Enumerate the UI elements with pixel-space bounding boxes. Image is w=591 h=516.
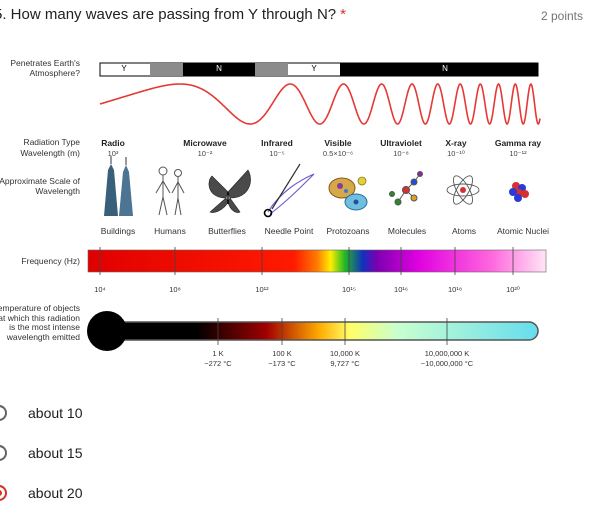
radiation-name: Infrared bbox=[261, 138, 293, 148]
scale-object-label: Molecules bbox=[387, 226, 427, 236]
radiation-wavelength: 10³ bbox=[107, 149, 119, 158]
temperature-tick: 1 K −272 °C bbox=[183, 349, 253, 369]
temperature-kelvin: 1 K bbox=[212, 349, 224, 358]
temperature-kelvin: 10,000 K bbox=[329, 349, 361, 358]
penetrates-seg-1: Y bbox=[121, 64, 127, 73]
option-about-15[interactable]: about 15 bbox=[0, 439, 200, 467]
temperature-tick: 10,000,000 K ~10,000,000 °C bbox=[412, 349, 482, 369]
radiation-wavelength: 10⁻¹² bbox=[509, 149, 527, 158]
scale-object-label: Atoms bbox=[451, 226, 477, 236]
frequency-label: Frequency (Hz) bbox=[21, 256, 80, 266]
protozoans-icon bbox=[328, 176, 368, 211]
scale-object-label: Atomic Nuclei bbox=[497, 226, 549, 236]
radiation-name: Gamma ray bbox=[494, 138, 542, 148]
temperature-celsius: ~10,000,000 °C bbox=[420, 359, 474, 368]
penetration-bar bbox=[99, 62, 539, 77]
buildings-icon bbox=[104, 156, 133, 216]
scale-label: Approximate Scale of Wavelength bbox=[0, 176, 80, 196]
radiation-wavelength: 10⁻¹⁰ bbox=[447, 149, 465, 158]
radiation-wavelength: 10⁻⁸ bbox=[393, 149, 409, 158]
option-about-20[interactable]: about 20 bbox=[0, 479, 200, 507]
option-label: about 20 bbox=[28, 485, 83, 501]
spectrum-graphic bbox=[87, 62, 547, 351]
radiation-name: Visible bbox=[324, 138, 352, 148]
atomic-nucleus-icon bbox=[509, 182, 529, 202]
temperature-kelvin: 100 K bbox=[272, 349, 292, 358]
frequency-tick: 10¹⁵ bbox=[342, 285, 356, 294]
frequency-tick: 10¹⁸ bbox=[447, 285, 462, 294]
radio-button-selected[interactable] bbox=[0, 485, 7, 501]
wavelength-label: Wavelength (m) bbox=[20, 148, 80, 158]
points-label: 2 points bbox=[540, 9, 583, 23]
option-label: about 10 bbox=[28, 405, 83, 421]
radiation-wavelength: 0.5×10⁻⁶ bbox=[322, 149, 354, 158]
question-text: 5. How many waves are passing from Y thr… bbox=[0, 6, 337, 23]
penetrates-seg-3: Y bbox=[311, 64, 317, 73]
temperature-kelvin: 10,000,000 K bbox=[424, 349, 470, 358]
option-about-10[interactable]: about 10 bbox=[0, 399, 200, 427]
humans-icon bbox=[155, 166, 185, 216]
temperature-celsius: 9,727 °C bbox=[330, 359, 360, 368]
molecules-icon bbox=[389, 171, 423, 206]
radiation-name: Radio bbox=[101, 138, 125, 148]
question-header: 5. How many waves are passing from Y thr… bbox=[0, 0, 591, 34]
scale-object-label: Buildings bbox=[100, 226, 136, 236]
penetrates-seg-4: N bbox=[442, 64, 448, 73]
radiation-name: X-ray bbox=[445, 138, 467, 148]
radiation-wavelength: 10⁻² bbox=[197, 149, 213, 158]
temperature-celsius: −173 °C bbox=[268, 359, 296, 368]
required-mark: * bbox=[340, 6, 346, 23]
temperature-bar bbox=[87, 311, 539, 351]
frequency-tick: 10²⁰ bbox=[506, 285, 520, 294]
radiation-name: Microwave bbox=[183, 138, 227, 148]
frequency-tick: 10⁴ bbox=[94, 285, 106, 294]
wave-line bbox=[99, 83, 541, 125]
penetrates-label: Penetrates Earth's Atmosphere? bbox=[10, 58, 80, 78]
penetrates-seg-2: N bbox=[216, 64, 222, 73]
temperature-celsius: −272 °C bbox=[204, 359, 232, 368]
temperature-tick: 100 K −173 °C bbox=[247, 349, 317, 369]
atom-icon bbox=[446, 175, 480, 205]
radiation-name: Ultraviolet bbox=[380, 138, 422, 148]
scale-object-label: Protozoans bbox=[326, 226, 370, 236]
radiation-type-label: Radiation Type bbox=[23, 137, 80, 147]
butterfly-icon bbox=[208, 169, 251, 213]
frequency-tick: 10¹⁶ bbox=[394, 285, 408, 294]
radiation-wavelength: 10⁻⁵ bbox=[269, 149, 285, 158]
em-spectrum-figure: Y N Y N Penetrates Earth's Atmosphere? R… bbox=[0, 52, 591, 374]
radio-button[interactable] bbox=[0, 445, 7, 461]
frequency-tick: 10¹² bbox=[255, 285, 269, 294]
frequency-tick: 10⁸ bbox=[169, 285, 181, 294]
radio-button[interactable] bbox=[0, 405, 7, 421]
scale-object-label: Humans bbox=[154, 226, 186, 236]
scale-object-label: Needle Point bbox=[264, 226, 314, 236]
frequency-bar bbox=[87, 247, 547, 275]
temperature-tick: 10,000 K 9,727 °C bbox=[310, 349, 380, 369]
temperature-label: Temperature of objects at which this rad… bbox=[0, 303, 80, 342]
scale-object-label: Butterflies bbox=[208, 226, 246, 236]
option-label: about 15 bbox=[28, 445, 83, 461]
needle-point-icon bbox=[263, 163, 315, 218]
question-title: 5. How many waves are passing from Y thr… bbox=[0, 6, 346, 23]
